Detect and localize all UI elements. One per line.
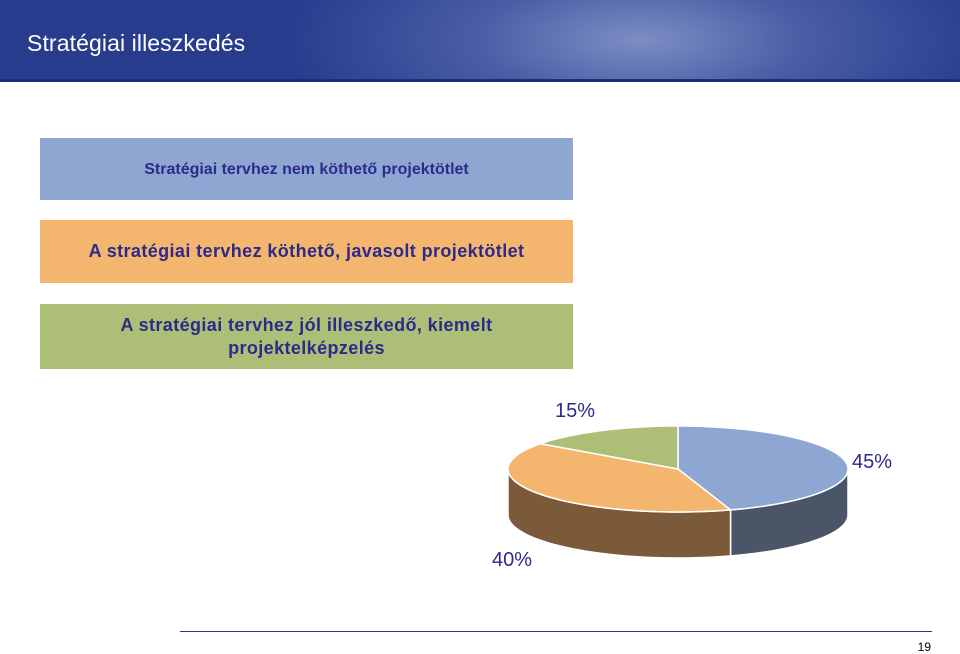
slice-linked-label: 40%: [492, 549, 532, 571]
slice-highlighted-label: 15%: [555, 400, 595, 422]
pie-labels: 45% 40% 15%: [492, 400, 892, 571]
slice-not-linked-top: [677, 425, 849, 511]
legend-box-highlighted-label: A stratégiai tervhez jól illeszkedő, kie…: [120, 314, 493, 358]
legend-box-not-linked: Stratégiai tervhez nem köthető projektöt…: [40, 138, 573, 200]
slide-title: Stratégiai illeszkedés: [27, 30, 246, 56]
page-number: 19: [917, 640, 931, 654]
slice-highlighted-top: [539, 425, 679, 470]
legend-box-linked: A stratégiai tervhez köthető, javasolt p…: [40, 220, 573, 283]
legend-box-not-linked-label: Stratégiai tervhez nem köthető projektöt…: [144, 160, 469, 178]
pie-tops: [507, 425, 849, 513]
legend-box-highlighted: A stratégiai tervhez jól illeszkedő, kie…: [40, 304, 573, 369]
slice-not-linked-label: 45%: [852, 451, 892, 473]
title-bar: Stratégiai illeszkedés: [0, 0, 960, 82]
footer-divider: [180, 631, 932, 632]
legend-box-linked-label: A stratégiai tervhez köthető, javasolt p…: [88, 241, 525, 261]
slice-linked-top: [507, 442, 732, 513]
